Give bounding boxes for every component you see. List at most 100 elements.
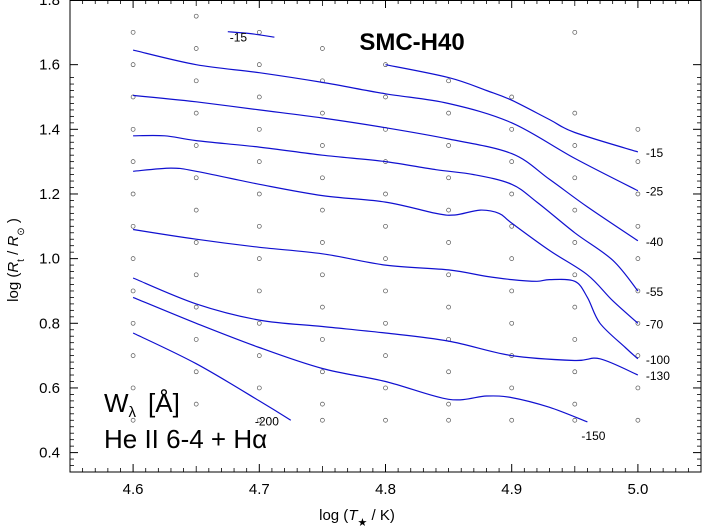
x-tick-label: 4.8	[375, 481, 396, 498]
model-grid-point	[320, 417, 325, 423]
model-grid-point	[256, 191, 262, 197]
model-grid-point	[193, 175, 199, 181]
y-tick-label: 1.0	[39, 251, 60, 268]
model-grid-point	[446, 143, 451, 148]
model-grid-point	[256, 256, 262, 261]
model-grid-point	[320, 304, 325, 310]
y-tick-label: 0.6	[39, 380, 60, 397]
model-grid-point	[256, 159, 262, 164]
model-grid-point	[130, 223, 136, 229]
model-grid-point	[320, 240, 325, 245]
legend-line-2: He II 6-4 + Hα	[104, 424, 267, 454]
model-grid-point	[130, 126, 136, 132]
contour-line	[132, 332, 292, 421]
model-grid-point	[383, 353, 388, 358]
model-grid-point	[446, 304, 451, 310]
legend-lambda: λ	[129, 404, 137, 421]
x-tick-label: 5.0	[627, 481, 648, 498]
model-grid-point	[320, 369, 325, 375]
y-tick-label: 1.6	[39, 57, 60, 74]
model-grid-point	[193, 143, 199, 148]
contour-label: -130	[646, 369, 670, 383]
model-grid-point	[635, 288, 641, 294]
contour-labels-layer: -15 -15 -25 -40 -55 -70 -100 -130 -150 -200	[230, 31, 670, 443]
model-grid-point	[635, 417, 641, 423]
model-grid-point	[572, 207, 578, 213]
model-grid-point	[572, 401, 578, 407]
model-grid-point	[572, 29, 578, 35]
model-grid-point	[509, 385, 515, 391]
model-grid-point	[635, 223, 641, 229]
model-grid-point	[383, 320, 388, 326]
y-tick-label: 0.8	[39, 315, 60, 332]
contour-label: -150	[581, 429, 605, 443]
model-grid-point	[193, 46, 199, 51]
model-grid-point	[509, 191, 515, 197]
model-grid-point	[509, 126, 515, 132]
legend-w: W	[104, 388, 129, 418]
model-grid-point	[256, 223, 262, 229]
contour-label: -15	[646, 146, 664, 160]
model-grid-point	[320, 401, 325, 407]
chart-title: SMC-H40	[359, 29, 464, 56]
model-grid-point	[635, 256, 641, 261]
model-grid-point	[572, 304, 578, 310]
model-grid-point	[193, 272, 199, 278]
model-grid-point	[572, 417, 578, 423]
contour-line	[133, 228, 639, 360]
y-axis-title: log (Rt / R⊙ )	[5, 218, 27, 302]
model-grid-point	[320, 143, 325, 148]
model-grid-point	[256, 126, 262, 132]
legend-line-1: Wλ [Å]	[104, 388, 180, 421]
model-grid-point	[446, 272, 451, 278]
model-grid-point	[572, 337, 578, 342]
contour-line	[133, 167, 639, 324]
model-grid-point	[572, 272, 578, 278]
model-grid-point	[130, 353, 136, 358]
model-grid-point	[446, 110, 451, 116]
model-grid-point	[635, 385, 641, 391]
model-grid-point	[509, 94, 515, 100]
contour-line	[132, 296, 588, 423]
x-tick-label: 4.7	[249, 481, 270, 498]
model-grid-point	[193, 78, 199, 84]
x-axis-title: log (T★ / K)	[319, 507, 395, 526]
model-grid-point	[509, 320, 515, 326]
model-grid-point	[320, 207, 325, 213]
grid-points-layer	[130, 13, 641, 423]
model-grid-point	[509, 223, 515, 229]
y-tick-label: 1.2	[39, 186, 60, 203]
x-tick-label: 4.6	[123, 481, 144, 498]
model-grid-point	[383, 417, 388, 423]
model-grid-point	[256, 353, 262, 358]
legend-unit: [Å]	[148, 388, 180, 418]
model-grid-point	[130, 385, 136, 391]
x-tick-label: 4.9	[501, 481, 522, 498]
model-grid-point	[256, 29, 262, 35]
model-grid-point	[635, 320, 641, 326]
model-grid-point	[635, 126, 641, 132]
model-grid-point	[256, 62, 262, 68]
model-grid-point	[193, 207, 199, 213]
model-grid-point	[130, 320, 136, 326]
contour-label: -200	[255, 414, 279, 428]
model-grid-point	[383, 94, 388, 100]
model-grid-point	[130, 29, 136, 35]
model-grid-point	[509, 417, 515, 423]
model-grid-point	[320, 110, 325, 116]
contour-line	[133, 94, 639, 242]
y-tick-label: 0.4	[39, 445, 60, 462]
model-grid-point	[572, 369, 578, 375]
model-grid-point	[256, 417, 262, 423]
contour-lines-layer	[132, 31, 639, 423]
model-grid-point	[572, 143, 578, 148]
contour-line	[385, 64, 639, 153]
model-grid-point	[320, 337, 325, 342]
model-grid-point	[130, 256, 136, 261]
model-grid-point	[193, 13, 199, 19]
model-grid-point	[130, 288, 136, 294]
model-grid-point	[446, 78, 451, 84]
model-grid-point	[446, 240, 451, 245]
model-grid-point	[383, 288, 388, 294]
